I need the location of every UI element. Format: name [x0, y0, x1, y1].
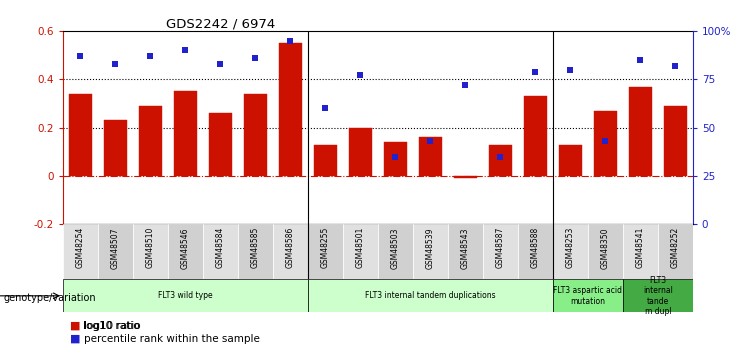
Bar: [244, 94, 267, 176]
FancyBboxPatch shape: [63, 224, 98, 279]
Text: GSM48546: GSM48546: [181, 227, 190, 268]
Bar: [559, 145, 582, 176]
FancyBboxPatch shape: [98, 224, 133, 279]
Point: [425, 138, 436, 144]
FancyBboxPatch shape: [518, 224, 553, 279]
Text: ■: ■: [70, 334, 81, 344]
Bar: [454, 176, 476, 178]
Text: GSM48586: GSM48586: [286, 227, 295, 268]
FancyBboxPatch shape: [133, 224, 168, 279]
Point: [565, 67, 576, 72]
Point: [144, 53, 156, 59]
Bar: [419, 137, 442, 176]
Bar: [524, 96, 547, 176]
FancyBboxPatch shape: [623, 279, 693, 312]
Bar: [174, 91, 197, 176]
Text: GDS2242 / 6974: GDS2242 / 6974: [166, 17, 275, 30]
FancyBboxPatch shape: [413, 224, 448, 279]
FancyBboxPatch shape: [553, 279, 623, 312]
FancyBboxPatch shape: [308, 224, 343, 279]
FancyBboxPatch shape: [238, 224, 273, 279]
Bar: [209, 113, 232, 176]
Text: ■ log10 ratio: ■ log10 ratio: [70, 321, 140, 331]
FancyBboxPatch shape: [168, 224, 203, 279]
Point: [529, 69, 541, 75]
Text: GSM48503: GSM48503: [391, 227, 400, 268]
Point: [669, 63, 681, 69]
Text: FLT3 internal tandem duplications: FLT3 internal tandem duplications: [365, 291, 496, 300]
Point: [179, 48, 191, 53]
Point: [390, 154, 402, 159]
Point: [599, 138, 611, 144]
Text: genotype/variation: genotype/variation: [4, 294, 96, 303]
FancyBboxPatch shape: [63, 279, 308, 312]
Text: ■: ■: [70, 321, 81, 331]
FancyBboxPatch shape: [658, 224, 693, 279]
FancyBboxPatch shape: [553, 224, 588, 279]
Bar: [104, 120, 127, 176]
Bar: [384, 142, 407, 176]
Text: GSM48588: GSM48588: [531, 227, 540, 268]
Text: FLT3
internal
tande
m dupl: FLT3 internal tande m dupl: [643, 276, 673, 316]
Text: GSM48585: GSM48585: [251, 227, 260, 268]
FancyBboxPatch shape: [343, 224, 378, 279]
Point: [459, 82, 471, 88]
Text: log10 ratio: log10 ratio: [84, 321, 140, 331]
Text: GSM48253: GSM48253: [566, 227, 575, 268]
Point: [250, 55, 262, 61]
Point: [215, 61, 227, 67]
Bar: [629, 87, 652, 176]
Text: GSM48350: GSM48350: [601, 227, 610, 268]
Point: [285, 38, 296, 43]
Bar: [489, 145, 512, 176]
Text: GSM48587: GSM48587: [496, 227, 505, 268]
Text: GSM48539: GSM48539: [426, 227, 435, 268]
Text: FLT3 aspartic acid
mutation: FLT3 aspartic acid mutation: [554, 286, 622, 306]
FancyBboxPatch shape: [203, 224, 238, 279]
Bar: [664, 106, 687, 176]
Text: GSM48255: GSM48255: [321, 227, 330, 268]
FancyBboxPatch shape: [483, 224, 518, 279]
Text: GSM48543: GSM48543: [461, 227, 470, 268]
Point: [319, 106, 331, 111]
Bar: [69, 94, 92, 176]
Text: GSM48252: GSM48252: [671, 227, 679, 268]
Point: [354, 73, 366, 78]
FancyBboxPatch shape: [448, 224, 483, 279]
Text: percentile rank within the sample: percentile rank within the sample: [84, 334, 259, 344]
FancyBboxPatch shape: [378, 224, 413, 279]
Text: GSM48510: GSM48510: [146, 227, 155, 268]
FancyBboxPatch shape: [588, 224, 623, 279]
Text: GSM48541: GSM48541: [636, 227, 645, 268]
FancyBboxPatch shape: [623, 224, 658, 279]
FancyBboxPatch shape: [273, 224, 308, 279]
Bar: [349, 128, 372, 176]
Bar: [139, 106, 162, 176]
Bar: [594, 111, 617, 176]
Point: [634, 57, 646, 63]
Text: GSM48584: GSM48584: [216, 227, 225, 268]
Text: GSM48501: GSM48501: [356, 227, 365, 268]
Point: [110, 61, 122, 67]
Text: GSM48254: GSM48254: [76, 227, 85, 268]
Point: [494, 154, 506, 159]
Point: [75, 53, 87, 59]
Text: FLT3 wild type: FLT3 wild type: [158, 291, 213, 300]
FancyBboxPatch shape: [308, 279, 553, 312]
Bar: [314, 145, 337, 176]
Text: GSM48507: GSM48507: [111, 227, 120, 268]
Bar: [279, 43, 302, 176]
